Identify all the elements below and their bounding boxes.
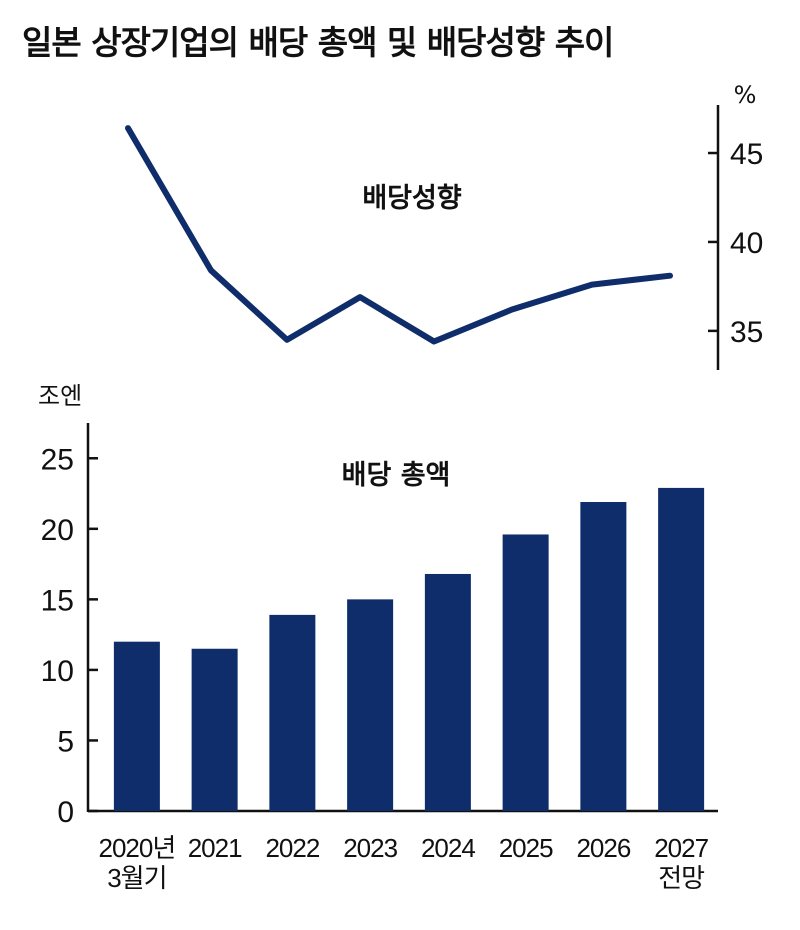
line-y-ticks: 35 40 45: [708, 138, 763, 349]
line-series-path: [125, 125, 673, 345]
bar-2026: [580, 502, 627, 811]
bar-2022: [269, 614, 316, 811]
bar-series-label: 배당 총액: [342, 460, 451, 491]
x-category-label: 2021: [188, 833, 242, 863]
bar-y-tick-label: 25: [41, 443, 74, 476]
x-category-label: 2027: [654, 833, 708, 863]
bars: [113, 487, 705, 811]
line-y-tick-label: 35: [730, 316, 763, 349]
line-series-label: 배당성향: [362, 183, 462, 214]
x-category-label: 2024: [421, 833, 475, 863]
bar-y-ticks: 0 5 10 15 20 25: [41, 443, 98, 829]
bar-2025: [502, 534, 549, 811]
bar-y-tick-label: 5: [57, 725, 74, 758]
bar-2021: [191, 648, 238, 811]
x-category-label: 2023: [343, 833, 397, 863]
bar-y-tick-label: 10: [41, 655, 74, 688]
x-category-label: 2020년: [98, 833, 175, 863]
line-chart: 35 40 45 % 배당성향: [125, 81, 763, 370]
bar-2023: [347, 599, 394, 811]
x-category-label: 2022: [265, 833, 319, 863]
line-y-tick-label: 45: [730, 138, 763, 171]
chart-title: 일본 상장기업의 배당 총액 및 배당성향 추이: [22, 23, 614, 62]
line-y-tick-label: 40: [730, 227, 763, 260]
x-category-label: 전망: [658, 863, 704, 893]
x-category-label: 3월기: [107, 863, 166, 893]
bar-2027 전망: [658, 487, 705, 811]
bar-unit-label: 조엔: [38, 382, 82, 410]
x-category-label: 2025: [499, 833, 553, 863]
line-unit-label: %: [734, 81, 757, 109]
bar-2020년 3월기: [113, 641, 160, 811]
bar-y-tick-label: 15: [41, 584, 74, 617]
bar-y-tick-label: 0: [57, 796, 74, 829]
bar-2024: [424, 573, 471, 811]
x-category-label: 2026: [576, 833, 630, 863]
bar-y-tick-label: 20: [41, 514, 74, 547]
